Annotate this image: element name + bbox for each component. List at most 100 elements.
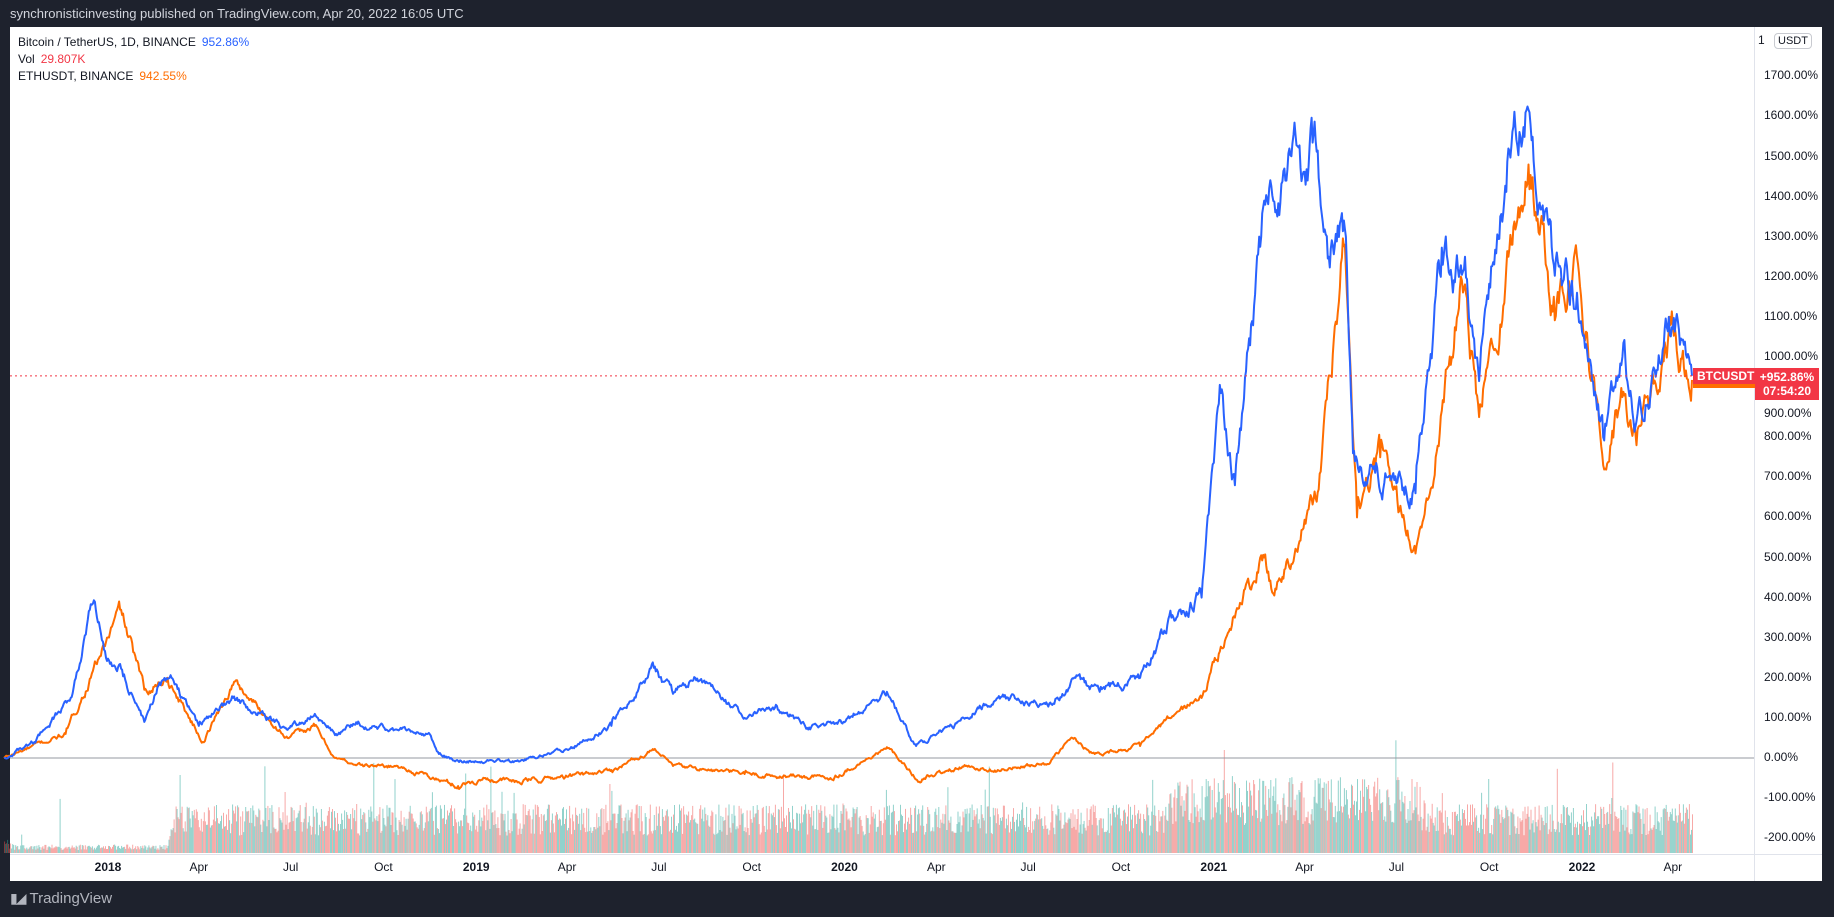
volume-bar bbox=[1494, 807, 1496, 853]
volume-bar bbox=[1089, 809, 1091, 853]
volume-bar bbox=[961, 825, 963, 853]
currency-unit-button[interactable]: USDT bbox=[1774, 33, 1812, 49]
legend-vol[interactable]: Vol 29.807K bbox=[18, 52, 86, 66]
volume-bar bbox=[1117, 808, 1119, 853]
volume-bar bbox=[1132, 814, 1133, 853]
volume-bar bbox=[1440, 812, 1442, 853]
volume-bar bbox=[1138, 810, 1140, 853]
volume-bar bbox=[1363, 796, 1365, 853]
volume-bar bbox=[1551, 804, 1553, 853]
volume-bar bbox=[1378, 810, 1380, 853]
volume-bar bbox=[1101, 828, 1103, 853]
volume-bar bbox=[1456, 814, 1458, 853]
volume-bar bbox=[389, 807, 391, 853]
volume-bar bbox=[1573, 827, 1575, 853]
volume-bar bbox=[607, 821, 609, 853]
volume-bar bbox=[1546, 806, 1548, 853]
volume-bar bbox=[458, 821, 460, 853]
volume-bar bbox=[135, 846, 137, 853]
volume-bar bbox=[81, 845, 83, 853]
volume-bar bbox=[146, 849, 148, 853]
volume-bar bbox=[101, 847, 103, 853]
volume-bar bbox=[1080, 812, 1082, 853]
volume-bar bbox=[1550, 831, 1552, 853]
volume-bar bbox=[1273, 786, 1275, 853]
volume-bar bbox=[755, 813, 757, 853]
tradingview-footer[interactable]: ▮◢ TradingView bbox=[10, 890, 112, 907]
volume-bar bbox=[1297, 820, 1299, 853]
volume-bar bbox=[1296, 794, 1298, 853]
volume-bar bbox=[873, 818, 875, 853]
volume-bar bbox=[1651, 829, 1653, 853]
volume-bar bbox=[1562, 805, 1564, 853]
volume-bar bbox=[1147, 807, 1149, 853]
volume-bar bbox=[542, 815, 544, 853]
volume-bar bbox=[946, 830, 948, 853]
volume-bar bbox=[1029, 830, 1031, 853]
volume-bar bbox=[1382, 802, 1384, 853]
volume-bar bbox=[795, 829, 797, 853]
volume-bar bbox=[1094, 805, 1096, 853]
volume-bar bbox=[5, 844, 7, 853]
volume-bar bbox=[548, 804, 550, 853]
volume-bar bbox=[924, 834, 926, 853]
volume-bar bbox=[1514, 826, 1516, 853]
volume-bar bbox=[359, 835, 361, 853]
volume-bar bbox=[1481, 792, 1483, 853]
volume-bar bbox=[1443, 834, 1445, 853]
volume-bar bbox=[803, 814, 805, 853]
volume-bar bbox=[1430, 818, 1432, 853]
volume-bar bbox=[319, 827, 321, 853]
volume-bar bbox=[769, 829, 771, 853]
volume-bar bbox=[1170, 793, 1172, 853]
volume-bar bbox=[220, 821, 221, 853]
volume-bar bbox=[1373, 786, 1375, 853]
volume-bar bbox=[246, 811, 248, 853]
volume-bar bbox=[1448, 828, 1450, 853]
volume-bar bbox=[1348, 818, 1350, 853]
volume-bar bbox=[631, 809, 633, 853]
volume-bar bbox=[1201, 786, 1203, 853]
volume-bar bbox=[1112, 805, 1114, 853]
chart-panel[interactable] bbox=[10, 27, 1822, 881]
legend-eth[interactable]: ETHUSDT, BINANCE 942.55% bbox=[18, 69, 187, 83]
volume-bar bbox=[218, 823, 219, 853]
volume-bar bbox=[1271, 813, 1273, 853]
volume-bar bbox=[450, 808, 451, 853]
bar-countdown: 07:54:20 bbox=[1762, 384, 1812, 398]
volume-bar bbox=[537, 806, 539, 853]
volume-bar bbox=[719, 830, 721, 853]
volume-bar bbox=[1656, 812, 1658, 853]
volume-bar bbox=[717, 832, 719, 853]
volume-bar bbox=[1632, 811, 1634, 853]
volume-bar bbox=[1410, 820, 1412, 853]
current-price-badge: +952.86% 07:54:20 bbox=[1755, 368, 1819, 400]
volume-bar bbox=[213, 806, 215, 853]
volume-bar bbox=[704, 807, 706, 853]
volume-bar bbox=[1163, 832, 1165, 853]
volume-bar bbox=[854, 813, 856, 853]
volume-bar bbox=[267, 805, 269, 853]
volume-bar bbox=[662, 816, 664, 853]
volume-bar bbox=[902, 816, 903, 853]
volume-bar bbox=[1612, 762, 1614, 853]
volume-bar bbox=[644, 813, 646, 853]
volume-bar bbox=[1621, 810, 1623, 853]
volume-bar bbox=[614, 813, 616, 853]
volume-bar bbox=[1528, 816, 1530, 853]
volume-bar bbox=[472, 812, 474, 853]
legend-btc[interactable]: Bitcoin / TetherUS, 1D, BINANCE 952.86% bbox=[18, 35, 250, 49]
volume-bar bbox=[680, 810, 681, 853]
volume-bar bbox=[964, 809, 966, 853]
volume-bar bbox=[792, 805, 793, 853]
volume-bar bbox=[1142, 833, 1144, 853]
volume-bar bbox=[89, 846, 91, 853]
volume-bar bbox=[1158, 810, 1160, 853]
btc-legend-value: 952.86% bbox=[201, 35, 250, 49]
volume-bar bbox=[910, 807, 912, 853]
volume-bar bbox=[32, 849, 34, 853]
volume-bar bbox=[432, 820, 434, 853]
volume-bar bbox=[1351, 784, 1352, 853]
volume-bar bbox=[612, 813, 614, 853]
